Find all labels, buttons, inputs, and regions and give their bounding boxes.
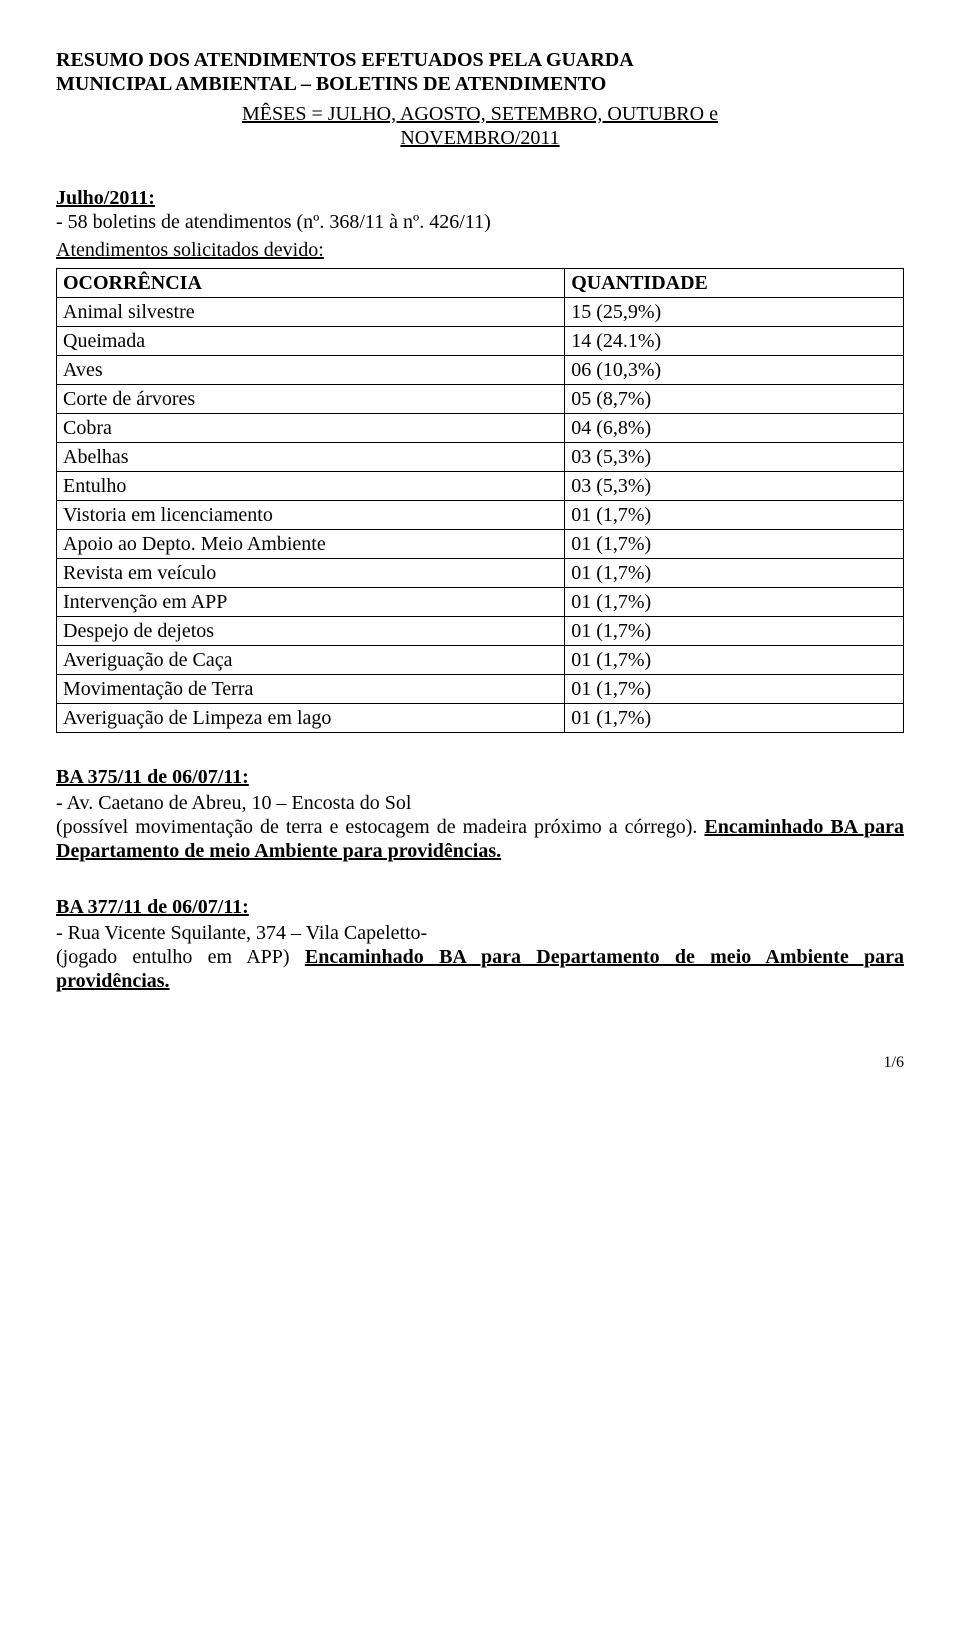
ba-entry-body: - Av. Caetano de Abreu, 10 – Encosta do … xyxy=(56,791,904,863)
month-note: - 58 boletins de atendimentos (nº. 368/1… xyxy=(56,210,904,234)
table-cell: 03 (5,3%) xyxy=(565,472,904,501)
table-cell: 01 (1,7%) xyxy=(565,559,904,588)
table-cell: 01 (1,7%) xyxy=(565,588,904,617)
ba-entry-line: (possível movimentação de terra e estoca… xyxy=(56,815,904,863)
table-cell: Averiguação de Caça xyxy=(57,646,565,675)
table-cell: 15 (25,9%) xyxy=(565,298,904,327)
table-cell: Movimentação de Terra xyxy=(57,675,565,704)
ba-entry-line: (jogado entulho em APP) Encaminhado BA p… xyxy=(56,945,904,993)
table-cell: 01 (1,7%) xyxy=(565,646,904,675)
ba-entry-body: - Rua Vicente Squilante, 374 – Vila Cape… xyxy=(56,921,904,993)
table-cell: Queimada xyxy=(57,327,565,356)
table-cell: 01 (1,7%) xyxy=(565,704,904,733)
table-caption: Atendimentos solicitados devido: xyxy=(56,238,904,262)
table-cell: 01 (1,7%) xyxy=(565,501,904,530)
table-cell: 01 (1,7%) xyxy=(565,530,904,559)
table-header-ocorrencia: OCORRÊNCIA xyxy=(57,269,565,298)
table-cell: Apoio ao Depto. Meio Ambiente xyxy=(57,530,565,559)
table-cell: 06 (10,3%) xyxy=(565,356,904,385)
table-cell: Animal silvestre xyxy=(57,298,565,327)
table-cell: Revista em veículo xyxy=(57,559,565,588)
table-cell: 03 (5,3%) xyxy=(565,443,904,472)
table-cell: Cobra xyxy=(57,414,565,443)
ba-entry-head: BA 377/11 de 06/07/11: xyxy=(56,895,904,919)
ba-entry-text: (jogado entulho em APP) xyxy=(56,946,305,968)
ba-entry-head: BA 375/11 de 06/07/11: xyxy=(56,765,904,789)
table-cell: 04 (6,8%) xyxy=(565,414,904,443)
ba-entry: BA 377/11 de 06/07/11:- Rua Vicente Squi… xyxy=(56,895,904,993)
table-cell: Despejo de dejetos xyxy=(57,617,565,646)
table-cell: Vistoria em licenciamento xyxy=(57,501,565,530)
ba-entry-line: - Rua Vicente Squilante, 374 – Vila Cape… xyxy=(56,921,904,945)
table-cell: Abelhas xyxy=(57,443,565,472)
table-cell: 05 (8,7%) xyxy=(565,385,904,414)
table-cell: 01 (1,7%) xyxy=(565,675,904,704)
table-cell: Aves xyxy=(57,356,565,385)
ba-entry-text: (possível movimentação de terra e estoca… xyxy=(56,816,704,838)
month-header: Julho/2011: xyxy=(56,186,904,210)
table-cell: Corte de árvores xyxy=(57,385,565,414)
ba-entry: BA 375/11 de 06/07/11:- Av. Caetano de A… xyxy=(56,765,904,863)
ba-entry-line: - Av. Caetano de Abreu, 10 – Encosta do … xyxy=(56,791,904,815)
title-line-2: MUNICIPAL AMBIENTAL – BOLETINS DE ATENDI… xyxy=(56,72,904,96)
table-cell: 14 (24.1%) xyxy=(565,327,904,356)
table-header-quantidade: QUANTIDADE xyxy=(565,269,904,298)
title-line-1: RESUMO DOS ATENDIMENTOS EFETUADOS PELA G… xyxy=(56,48,904,72)
subtitle-line-1: MÊSES = JULHO, AGOSTO, SETEMBRO, OUTUBRO… xyxy=(56,102,904,126)
table-cell: Entulho xyxy=(57,472,565,501)
table-cell: Intervenção em APP xyxy=(57,588,565,617)
table-cell: 01 (1,7%) xyxy=(565,617,904,646)
occurrence-table: OCORRÊNCIAQUANTIDADEAnimal silvestre15 (… xyxy=(56,268,904,733)
page-number: 1/6 xyxy=(56,1053,904,1072)
subtitle-line-2: NOVEMBRO/2011 xyxy=(56,126,904,150)
table-cell: Averiguação de Limpeza em lago xyxy=(57,704,565,733)
